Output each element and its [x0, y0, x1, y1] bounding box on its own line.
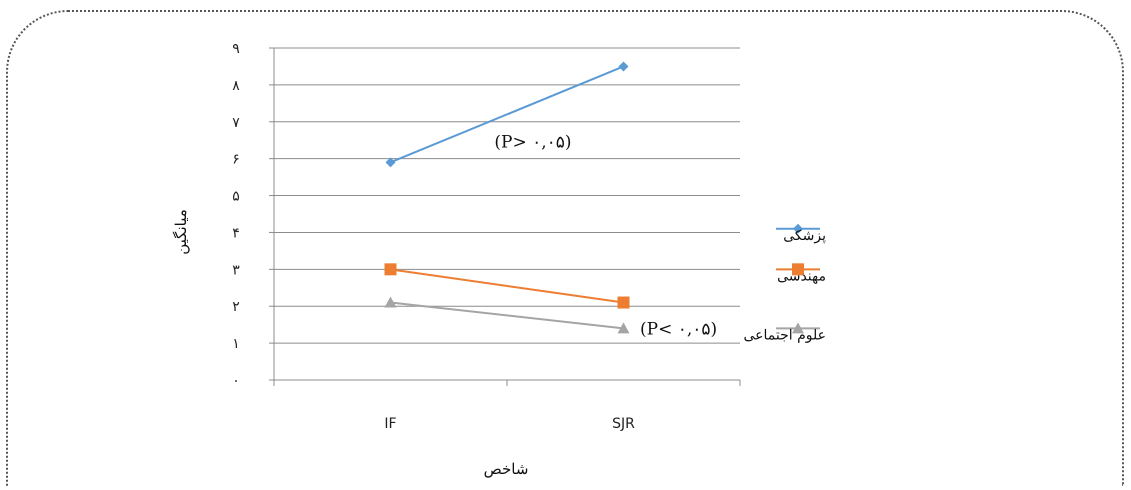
legend-label: علوم اجتماعی — [744, 327, 827, 343]
y-axis-title: میانگین — [172, 209, 190, 255]
series-group — [384, 61, 630, 334]
data-point-diamond — [385, 157, 396, 168]
y-tick-label: ۳ — [232, 262, 240, 278]
data-point-triangle — [792, 322, 804, 334]
chart-frame — [6, 10, 1124, 486]
y-axis: ۰ ۱ ۲ ۳ ۴ ۵ ۶ ۷ ۸ ۹ — [232, 41, 275, 389]
y-tick-label: ۲ — [232, 299, 240, 315]
data-point-triangle — [617, 322, 630, 334]
y-tick-label: ۹ — [232, 41, 240, 57]
x-tick-label: IF — [384, 416, 396, 432]
gridlines — [274, 47, 740, 344]
y-tick-label: ۶ — [232, 152, 240, 168]
data-point-square — [384, 263, 397, 276]
legend: پزشکی مهندسی علوم اجتماعی — [744, 223, 827, 343]
x-tick-label: SJR — [612, 416, 635, 432]
y-tick-label: ۸ — [232, 78, 240, 94]
data-point-diamond — [618, 61, 629, 72]
annotations: (P> ۰,۰۵) (P< ۰,۰۵) — [494, 132, 717, 339]
legend-label: مهندسی — [777, 268, 826, 284]
y-tick-label: ۵ — [232, 189, 240, 205]
annotation-significance: (P< ۰,۰۵) — [640, 319, 717, 339]
series-line — [390, 65, 624, 164]
data-point-diamond — [793, 223, 803, 234]
annotation-significance: (P> ۰,۰۵) — [494, 132, 571, 152]
data-point-square — [617, 296, 630, 309]
y-tick-label: ۰ — [232, 373, 240, 389]
series-line — [390, 268, 624, 304]
x-axis-title: شاخص — [484, 460, 529, 478]
data-point-triangle — [384, 296, 397, 308]
legend-label: پزشکی — [783, 228, 826, 244]
x-axis: IF SJR — [273, 379, 741, 432]
y-tick-label: ۱ — [232, 336, 240, 352]
data-point-square — [792, 263, 804, 276]
series-line — [390, 301, 624, 330]
y-tick-label: ۴ — [232, 225, 240, 241]
y-tick-label: ۷ — [232, 115, 240, 131]
